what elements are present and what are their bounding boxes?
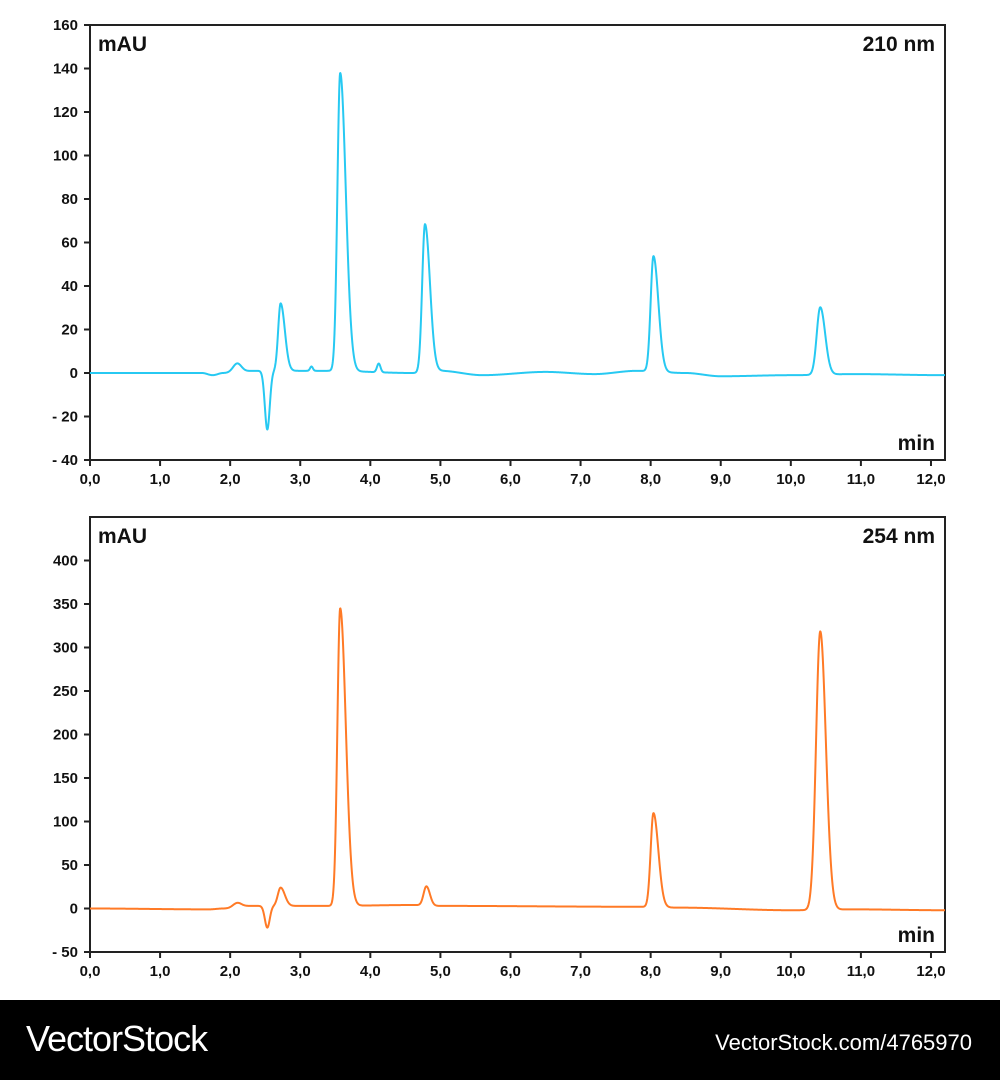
y-tick-label: 40 bbox=[61, 278, 78, 295]
y-tick-label: - 20 bbox=[52, 409, 78, 426]
x-tick-label: 12,0 bbox=[916, 963, 945, 980]
x-axis-label: min bbox=[898, 924, 935, 947]
x-tick-label: 8,0 bbox=[640, 471, 661, 488]
x-tick-label: 6,0 bbox=[500, 963, 521, 980]
y-tick-label: 160 bbox=[53, 17, 78, 34]
y-axis-label: mAU bbox=[98, 525, 147, 548]
plot-frame bbox=[89, 24, 946, 461]
wavelength-label: 210 nm bbox=[863, 33, 935, 56]
x-tick-label: 5,0 bbox=[430, 471, 451, 488]
y-tick-label: 150 bbox=[53, 770, 78, 787]
y-tick-label: - 40 bbox=[52, 452, 78, 469]
x-tick-label: 1,0 bbox=[150, 963, 171, 980]
chart-1: 0,0 1,0 2,0 3,0 4,0 5,0 6,0 7,0 8,0 9,0 10,0 11,0 12… bbox=[52, 17, 946, 488]
y-tick-label: 80 bbox=[61, 191, 78, 208]
x-tick-label: 3,0 bbox=[290, 471, 311, 488]
x-tick-label: 10,0 bbox=[776, 471, 805, 488]
chromatogram-trace bbox=[89, 72, 946, 431]
y-tick-label: 100 bbox=[53, 814, 78, 831]
x-tick-label: 8,0 bbox=[640, 963, 661, 980]
x-axis-label: min bbox=[898, 432, 935, 455]
x-tick-label: 6,0 bbox=[500, 471, 521, 488]
chromatogram-trace bbox=[89, 607, 946, 929]
y-axis-label: mAU bbox=[98, 33, 147, 56]
y-tick-label: 250 bbox=[53, 683, 78, 700]
y-tick-label: 0 bbox=[70, 901, 78, 918]
y-tick-label: 140 bbox=[53, 61, 78, 78]
vectorstock-logo: VectorStock bbox=[26, 1018, 208, 1059]
x-tick-label: 9,0 bbox=[710, 471, 731, 488]
x-tick-label: 4,0 bbox=[360, 963, 381, 980]
x-tick-label: 7,0 bbox=[570, 963, 591, 980]
y-tick-label: 350 bbox=[53, 596, 78, 613]
y-tick-label: 400 bbox=[53, 553, 78, 570]
x-tick-label: 5,0 bbox=[430, 963, 451, 980]
x-tick-label: 10,0 bbox=[776, 963, 805, 980]
wavelength-label: 254 nm bbox=[863, 525, 935, 548]
footer-bar: VectorStock VectorStock.com/4765970 bbox=[0, 1000, 1000, 1080]
x-tick-label: 12,0 bbox=[916, 471, 945, 488]
y-tick-label: 120 bbox=[53, 104, 78, 121]
y-tick-label: 300 bbox=[53, 640, 78, 657]
x-tick-label: 2,0 bbox=[220, 963, 241, 980]
y-tick-label: - 50 bbox=[52, 944, 78, 961]
x-tick-label: 2,0 bbox=[220, 471, 241, 488]
x-tick-label: 9,0 bbox=[710, 963, 731, 980]
x-tick-label: 4,0 bbox=[360, 471, 381, 488]
y-tick-label: 60 bbox=[61, 235, 78, 252]
chromatogram-figure: 0,0 1,0 2,0 3,0 4,0 5,0 6,0 7,0 8,0 9,0 10,0 11,0 12… bbox=[52, 17, 946, 980]
x-tick-label: 0,0 bbox=[80, 963, 101, 980]
x-tick-label: 11,0 bbox=[847, 471, 875, 488]
x-tick-label: 11,0 bbox=[847, 963, 875, 980]
x-tick-label: 0,0 bbox=[80, 471, 101, 488]
x-tick-label: 1,0 bbox=[150, 471, 171, 488]
image-url: VectorStock.com/4765970 bbox=[715, 1030, 972, 1055]
chart-2: 0,0 1,0 2,0 3,0 4,0 5,0 6,0 7,0 8,0 9,0 10,0 11,0 12… bbox=[52, 516, 946, 980]
y-tick-label: 0 bbox=[70, 365, 78, 382]
y-tick-label: 100 bbox=[53, 148, 78, 165]
x-tick-label: 3,0 bbox=[290, 963, 311, 980]
y-tick-label: 50 bbox=[61, 857, 78, 874]
y-tick-label: 20 bbox=[61, 322, 78, 339]
y-tick-label: 200 bbox=[53, 727, 78, 744]
x-tick-label: 7,0 bbox=[570, 471, 591, 488]
